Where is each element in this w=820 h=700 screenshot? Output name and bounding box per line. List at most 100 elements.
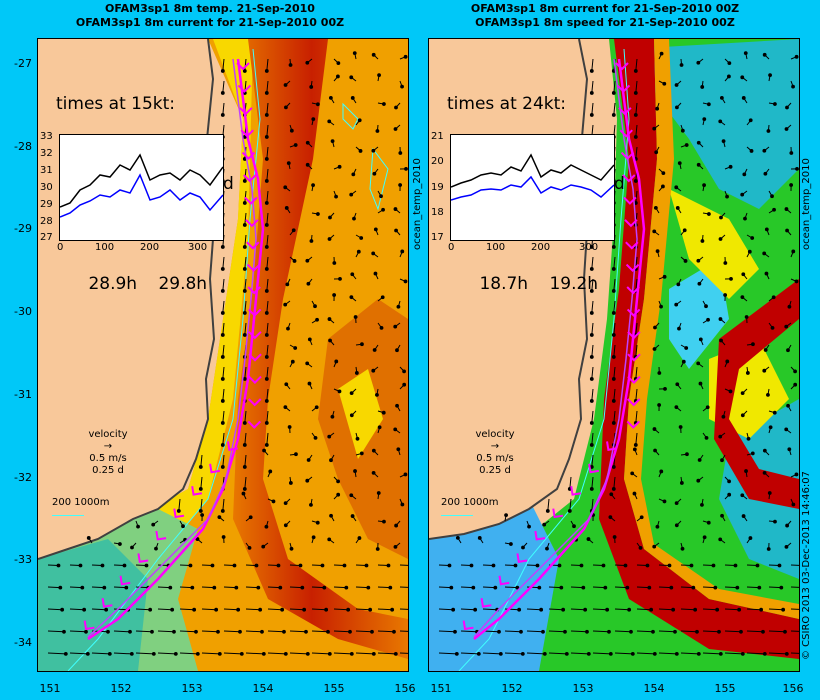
current-vector-head: [787, 447, 792, 452]
current-vector-head: [589, 399, 594, 403]
current-vector-head: [382, 519, 386, 524]
current-vector-head: [393, 545, 398, 549]
current-vector: [613, 256, 616, 269]
route-chevron: [227, 441, 238, 451]
current-vector-head: [611, 113, 616, 117]
velocity-label: velocity: [475, 429, 515, 440]
current-vector: [438, 652, 457, 655]
current-vector-head: [700, 85, 705, 89]
current-vector-head: [388, 585, 393, 590]
lon-label: 152: [110, 682, 132, 695]
current-vector-head: [359, 236, 364, 240]
current-vector-head: [719, 95, 724, 100]
inset-x-tick: 100: [486, 242, 506, 253]
current-vector-head: [212, 585, 217, 590]
credit-text: © CSIRO 2013 03-Dec-2013 14:46:07: [801, 471, 812, 660]
inset-x-tick: 200: [531, 242, 551, 253]
current-vector-head: [329, 458, 333, 463]
current-vector-head: [791, 502, 796, 507]
current-vector-head: [276, 563, 281, 568]
current-vector-head: [56, 563, 61, 568]
times-heading: times at 15kt:: [56, 94, 176, 114]
current-vector-head: [633, 443, 638, 447]
current-vector-head: [653, 325, 657, 330]
current-vector-head: [375, 129, 380, 133]
current-vector-head: [311, 535, 316, 540]
current-vector-head: [264, 179, 269, 183]
current-vector-head: [564, 651, 569, 656]
current-vector-head: [541, 629, 545, 634]
current-vector-head: [242, 377, 247, 381]
current-vector: [135, 630, 153, 633]
current-vector: [399, 564, 408, 566]
current-vector-head: [217, 515, 222, 520]
current-vector-head: [292, 259, 297, 263]
current-vector: [266, 58, 269, 71]
current-vector-head: [661, 171, 666, 176]
current-vector: [266, 388, 269, 401]
current-vector-head: [785, 105, 789, 110]
current-vector-head: [283, 501, 288, 506]
lon-label: 154: [252, 682, 274, 695]
current-vector-head: [242, 443, 247, 447]
current-vector: [548, 652, 567, 655]
route-chevron: [247, 308, 262, 317]
current-vector-head: [633, 91, 638, 95]
current-vector-head: [200, 513, 205, 517]
route-chevron: [615, 62, 629, 71]
current-vector: [702, 586, 716, 589]
current-vector-head: [264, 245, 269, 249]
inset-y-tick: 20: [431, 156, 444, 167]
current-vector: [244, 300, 247, 313]
current-vector-head: [723, 261, 728, 265]
current-vector-head: [718, 317, 723, 321]
inset-y-tick: 17: [431, 232, 444, 243]
current-vector-head: [198, 465, 203, 469]
current-vector: [591, 366, 594, 379]
left-title-line1: OFAM3sp1 8m temp. 21-Sep-2010: [105, 2, 315, 15]
current-vector: [614, 630, 632, 633]
current-vector: [222, 256, 225, 269]
current-vector-head: [761, 629, 765, 634]
current-vector-head: [746, 436, 751, 441]
current-vector-head: [302, 607, 307, 612]
current-vector-head: [583, 607, 588, 612]
current-vector-head: [735, 585, 740, 590]
current-vector-head: [293, 143, 298, 147]
current-vector-head: [542, 651, 547, 656]
current-vector-head: [283, 83, 288, 87]
current-vector-head: [589, 377, 594, 381]
current-vector: [680, 586, 694, 589]
current-vector-head: [773, 102, 777, 106]
current-vector-head: [316, 212, 320, 216]
current-vector-head: [702, 183, 706, 187]
current-vector-head: [357, 118, 362, 123]
current-vector-head: [589, 355, 594, 359]
current-vector-head: [348, 629, 352, 634]
current-vector: [311, 630, 329, 633]
current-vector-head: [351, 172, 356, 177]
current-vector-head: [313, 435, 318, 440]
current-vector-head: [234, 585, 239, 590]
current-vector: [636, 652, 655, 655]
current-vector-head: [630, 651, 635, 656]
current-vector-head: [777, 563, 782, 568]
current-vector-head: [451, 607, 456, 612]
current-vector-head: [232, 563, 237, 568]
current-vector-head: [768, 425, 773, 430]
current-vector-head: [611, 91, 616, 95]
current-vector: [635, 410, 638, 423]
current-vector-head: [625, 585, 630, 590]
current-vector-head: [705, 405, 710, 410]
current-vector: [244, 168, 247, 181]
current-vector-head: [357, 536, 362, 540]
current-vector-head: [260, 629, 264, 634]
current-vector-head: [706, 520, 711, 525]
route-chevron: [119, 575, 131, 586]
current-vector-head: [238, 629, 242, 634]
current-vector-head: [283, 405, 288, 410]
current-vector: [526, 608, 542, 611]
current-vector: [746, 652, 765, 655]
current-vector-head: [404, 166, 408, 171]
